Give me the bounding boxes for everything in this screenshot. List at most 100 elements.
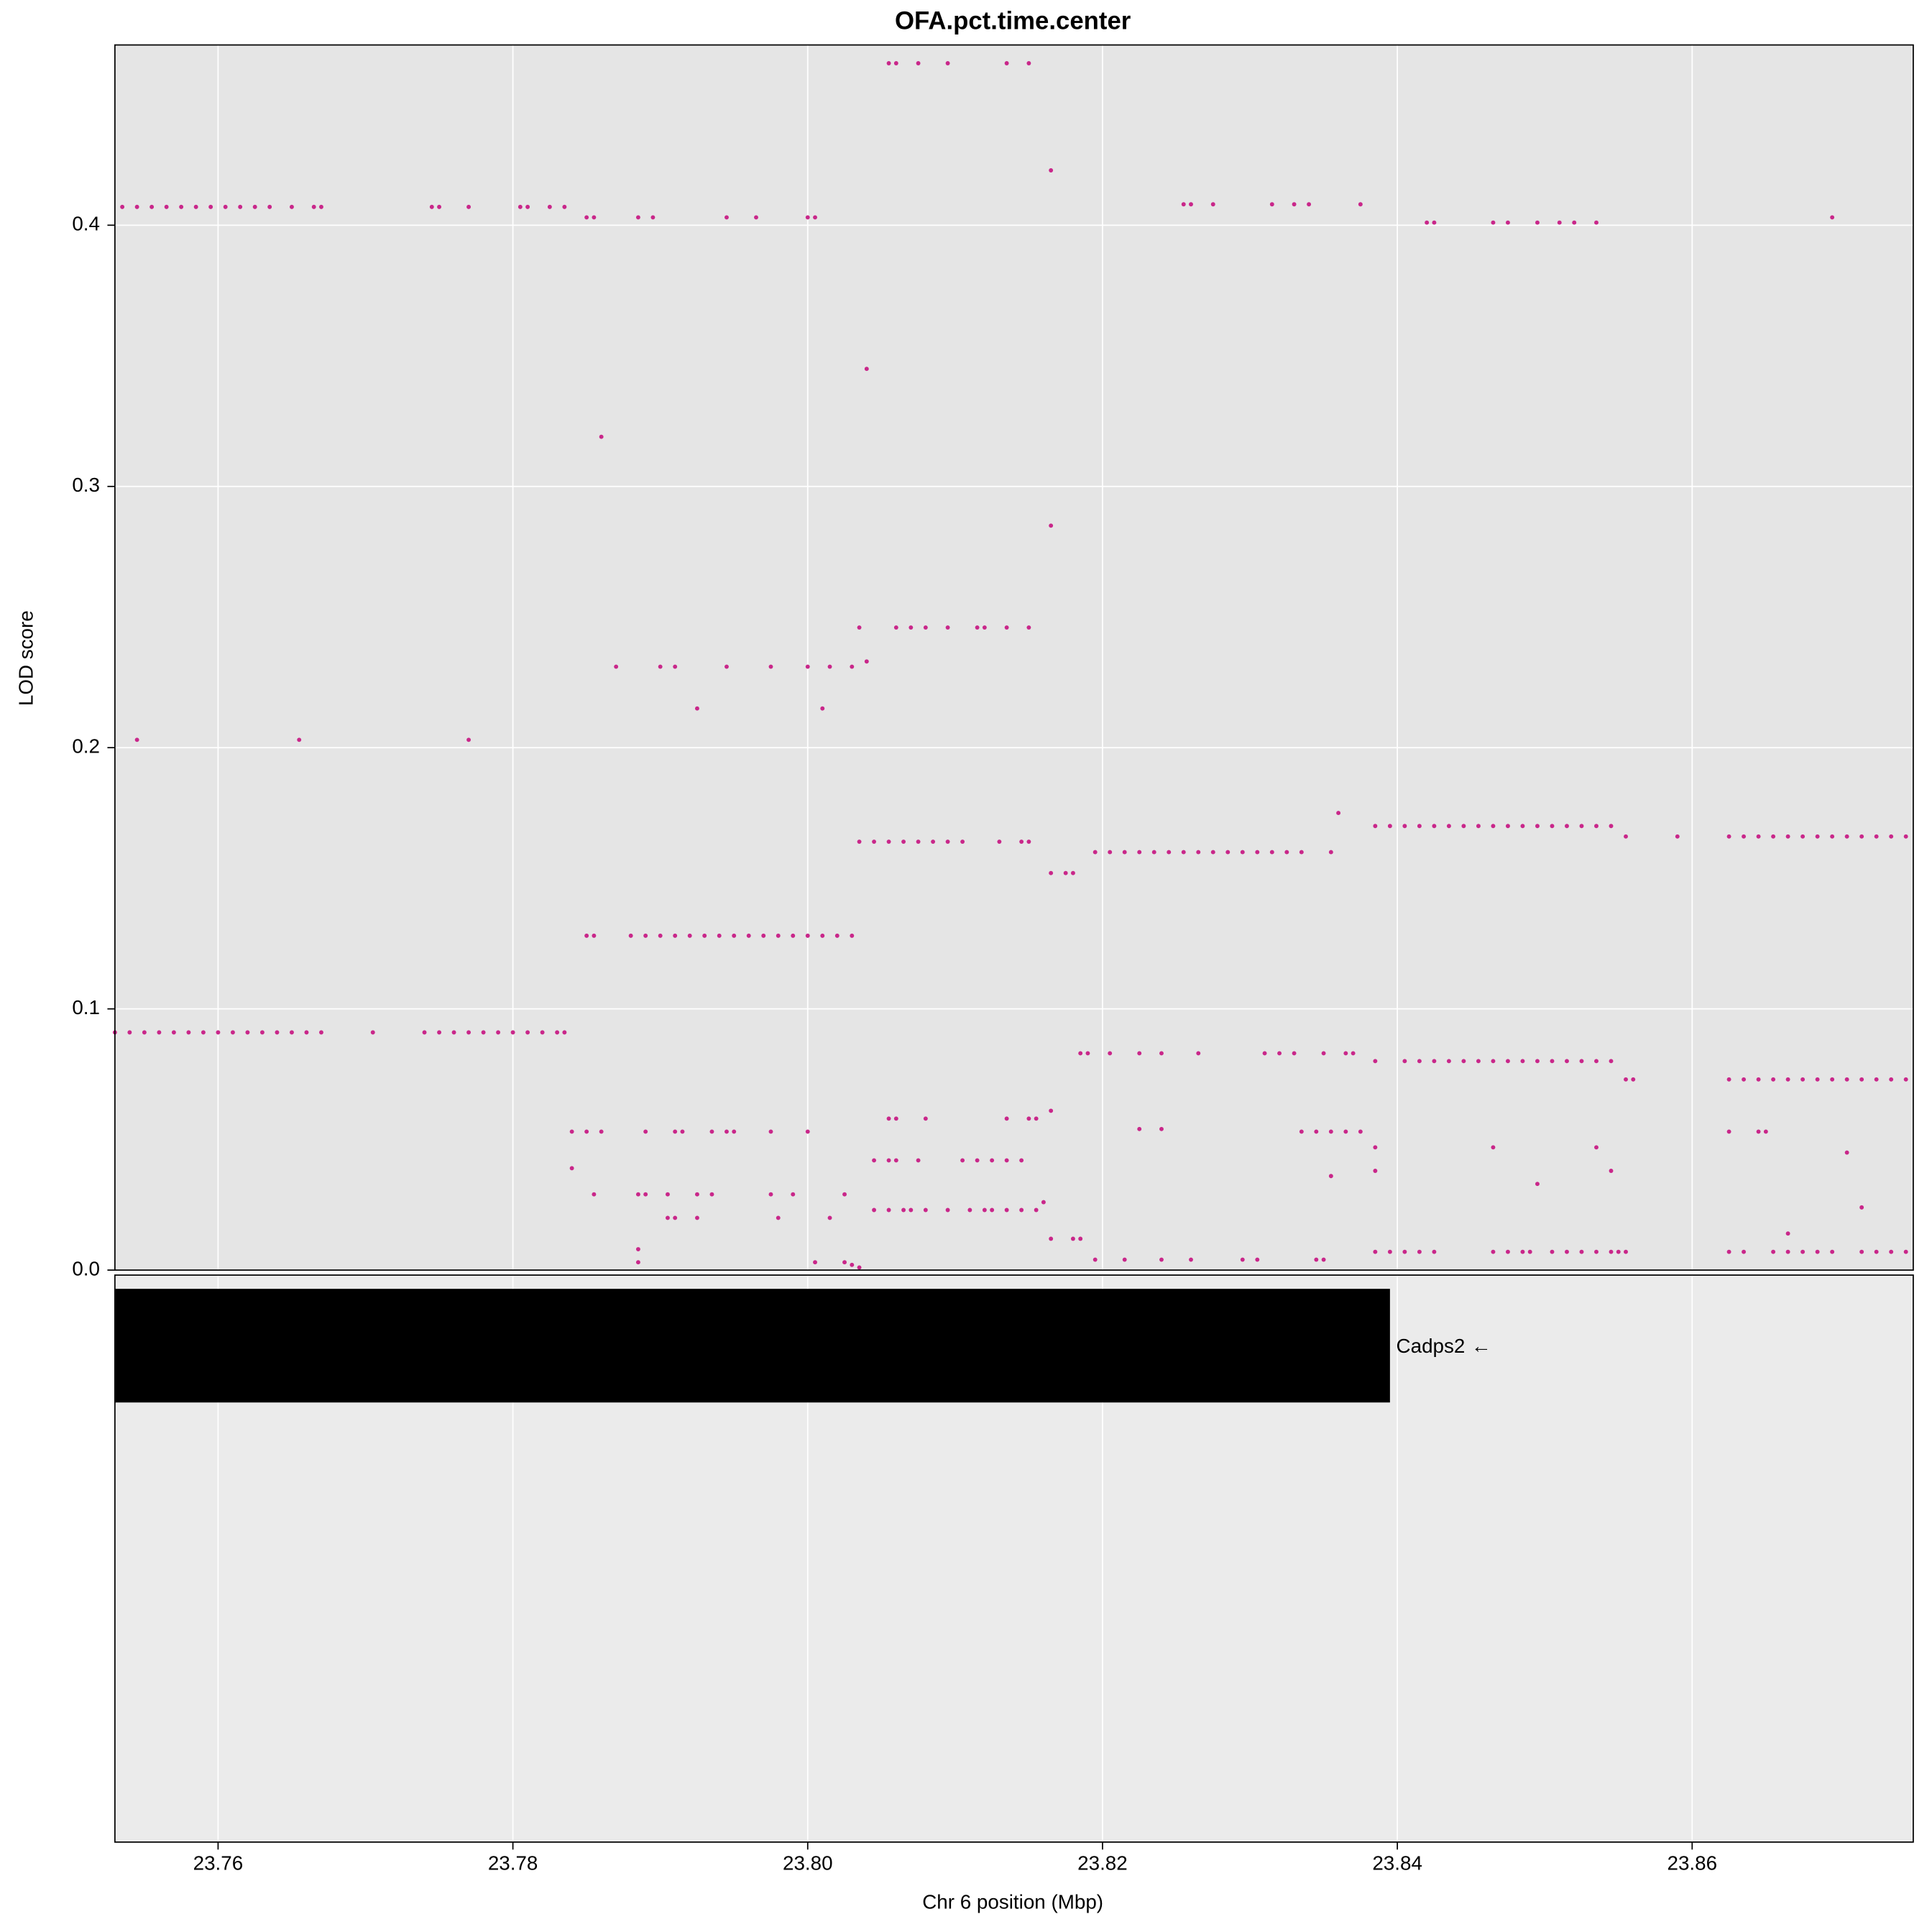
gene-label: Cadps2 ← bbox=[1397, 1335, 1491, 1357]
point bbox=[193, 204, 198, 209]
point bbox=[223, 204, 228, 209]
point bbox=[1491, 1145, 1496, 1150]
point bbox=[481, 1030, 486, 1035]
point bbox=[990, 1208, 995, 1213]
point bbox=[702, 933, 707, 938]
point bbox=[827, 1215, 832, 1220]
point bbox=[1358, 1129, 1363, 1134]
point bbox=[1019, 1158, 1024, 1163]
point bbox=[1771, 1249, 1776, 1254]
gene-track bbox=[114, 1289, 1390, 1403]
point bbox=[1771, 834, 1776, 839]
x-tick-label: 23.80 bbox=[783, 1852, 833, 1874]
point bbox=[695, 706, 699, 711]
x-axis-label: Chr 6 position (Mbp) bbox=[922, 1890, 1103, 1913]
point bbox=[245, 1030, 250, 1035]
point bbox=[1520, 1249, 1525, 1254]
point bbox=[1196, 1051, 1201, 1056]
point bbox=[709, 1192, 714, 1197]
point bbox=[1830, 1249, 1835, 1254]
point bbox=[746, 933, 751, 938]
point bbox=[1262, 1051, 1267, 1056]
point bbox=[1594, 824, 1598, 829]
point bbox=[1358, 202, 1363, 207]
point bbox=[717, 933, 722, 938]
point bbox=[171, 1030, 176, 1035]
point bbox=[510, 1030, 515, 1035]
plot-panel bbox=[114, 45, 1913, 1271]
point bbox=[1019, 840, 1024, 845]
point bbox=[1004, 625, 1009, 630]
point bbox=[975, 625, 980, 630]
y-tick-label: 0.3 bbox=[72, 474, 100, 496]
point bbox=[1181, 850, 1186, 855]
point bbox=[1240, 850, 1245, 855]
point bbox=[960, 840, 965, 845]
point bbox=[496, 1030, 501, 1035]
point bbox=[179, 204, 184, 209]
point bbox=[599, 434, 604, 439]
point bbox=[893, 61, 898, 65]
point bbox=[1726, 834, 1731, 839]
point bbox=[1189, 202, 1193, 207]
point bbox=[1889, 834, 1894, 839]
point bbox=[525, 204, 530, 209]
point bbox=[1049, 1108, 1054, 1113]
point bbox=[820, 706, 825, 711]
point bbox=[732, 933, 737, 938]
point bbox=[1196, 850, 1201, 855]
point bbox=[1505, 1059, 1510, 1064]
x-tick-label: 23.84 bbox=[1372, 1852, 1422, 1874]
point bbox=[1815, 1249, 1820, 1254]
point bbox=[1800, 1077, 1806, 1082]
point bbox=[1277, 1051, 1282, 1056]
point bbox=[370, 1030, 375, 1035]
point bbox=[916, 840, 921, 845]
point bbox=[872, 1208, 877, 1213]
point bbox=[1446, 824, 1451, 829]
point bbox=[1026, 840, 1031, 845]
point bbox=[186, 1030, 191, 1035]
point bbox=[584, 1129, 589, 1134]
point bbox=[791, 933, 796, 938]
point bbox=[1527, 1249, 1532, 1254]
point bbox=[1771, 1077, 1776, 1082]
point bbox=[916, 61, 921, 65]
point bbox=[945, 840, 950, 845]
point bbox=[1049, 168, 1054, 172]
point bbox=[1402, 1249, 1407, 1254]
point bbox=[901, 840, 906, 845]
point bbox=[1049, 870, 1054, 875]
point bbox=[1535, 220, 1540, 225]
x-tick-label: 23.78 bbox=[488, 1852, 538, 1874]
point bbox=[1874, 1077, 1879, 1082]
point bbox=[1269, 850, 1274, 855]
point bbox=[1476, 824, 1481, 829]
point bbox=[658, 933, 663, 938]
point bbox=[1903, 1249, 1908, 1254]
point bbox=[635, 1260, 640, 1265]
point bbox=[150, 204, 155, 209]
point bbox=[945, 1208, 950, 1213]
point bbox=[429, 204, 434, 209]
point bbox=[628, 933, 633, 938]
point bbox=[1417, 1059, 1422, 1064]
point bbox=[1373, 1249, 1378, 1254]
point bbox=[960, 1158, 965, 1163]
point bbox=[555, 1030, 560, 1035]
point bbox=[1137, 850, 1142, 855]
point bbox=[1240, 1257, 1245, 1262]
point bbox=[990, 1158, 995, 1163]
point bbox=[1004, 1158, 1009, 1163]
point bbox=[1432, 220, 1437, 225]
point bbox=[466, 204, 472, 209]
point bbox=[857, 1265, 862, 1270]
point bbox=[1844, 1150, 1849, 1155]
point bbox=[259, 1030, 264, 1035]
point bbox=[1034, 1208, 1039, 1213]
point bbox=[893, 1158, 898, 1163]
point bbox=[1491, 1059, 1496, 1064]
point bbox=[635, 215, 640, 220]
point bbox=[1373, 1169, 1378, 1173]
point bbox=[290, 204, 294, 209]
